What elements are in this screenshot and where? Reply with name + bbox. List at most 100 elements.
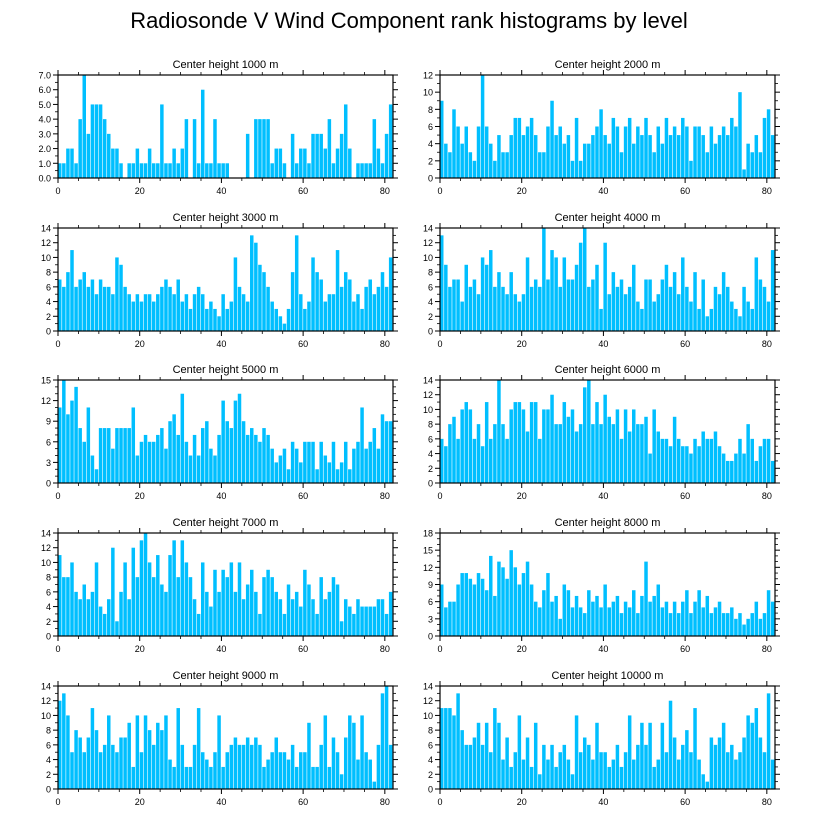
bar-rank-43 — [233, 257, 238, 331]
bar-rank-60 — [685, 126, 689, 178]
bar-rank-70 — [343, 441, 348, 483]
bar-rank-5 — [78, 428, 82, 483]
bar-rank-45 — [623, 294, 628, 331]
bar-rank-79 — [762, 286, 767, 331]
bar-rank-36 — [205, 421, 209, 483]
bar-rank-42 — [229, 562, 234, 636]
bar-rank-33 — [192, 744, 197, 789]
bar-rank-53 — [274, 462, 279, 483]
bar-rank-9 — [94, 104, 99, 178]
bar-rank-45 — [241, 294, 246, 331]
bar-rank-40 — [221, 294, 225, 331]
bar-rank-38 — [595, 402, 599, 483]
bar-rank-51 — [266, 569, 270, 636]
bar-rank-68 — [717, 135, 722, 178]
bar-rank-59 — [299, 294, 303, 331]
bar-rank-52 — [270, 577, 274, 636]
bar-rank-46 — [627, 431, 632, 483]
bar-rank-65 — [323, 455, 328, 483]
bar-rank-65 — [705, 438, 710, 483]
bar-rank-49 — [258, 264, 262, 331]
bar-rank-31 — [566, 759, 571, 789]
bar-rank-12 — [107, 599, 111, 636]
bar-rank-43 — [615, 126, 620, 178]
bar-rank-80 — [766, 693, 771, 789]
bar-rank-7 — [86, 286, 91, 331]
figure-title: Radiosonde V Wind Component rank histogr… — [130, 8, 688, 33]
bar-rank-40 — [221, 766, 225, 789]
bar-rank-79 — [762, 613, 767, 636]
bar-rank-69 — [721, 126, 726, 178]
bar-rank-69 — [721, 453, 726, 483]
bar-rank-70 — [725, 460, 730, 483]
bar-rank-4 — [456, 438, 460, 483]
bar-rank-40 — [221, 569, 225, 636]
bar-rank-23 — [533, 601, 538, 636]
bar-rank-46 — [245, 584, 250, 636]
bar-rank-74 — [360, 163, 364, 178]
bar-rank-43 — [615, 744, 620, 789]
bar-rank-48 — [254, 119, 258, 178]
bar-rank-57 — [672, 601, 677, 636]
bar-rank-27 — [550, 250, 554, 331]
bar-rank-42 — [611, 424, 616, 483]
bar-rank-4 — [456, 584, 460, 636]
bar-rank-69 — [339, 774, 344, 789]
bar-rank-21 — [143, 533, 148, 636]
bar-rank-2 — [66, 272, 70, 331]
bar-rank-35 — [582, 228, 587, 331]
bar-rank-61 — [689, 301, 693, 331]
y-tick-label: 10 — [423, 88, 433, 98]
bar-rank-12 — [107, 133, 111, 178]
bar-rank-81 — [770, 460, 775, 483]
bar-rank-57 — [672, 737, 677, 789]
bar-rank-47 — [250, 428, 254, 483]
bar-rank-71 — [348, 715, 352, 789]
bar-rank-62 — [311, 441, 315, 483]
bar-rank-10 — [480, 744, 485, 789]
bar-rank-10 — [480, 257, 485, 331]
bar-rank-47 — [250, 235, 254, 331]
bar-rank-18 — [131, 766, 136, 789]
bar-rank-50 — [644, 279, 648, 331]
bar-rank-6 — [464, 744, 468, 789]
bar-rank-28 — [554, 257, 558, 331]
bar-rank-9 — [94, 469, 99, 483]
bar-rank-70 — [725, 286, 730, 331]
bar-rank-9 — [476, 126, 481, 178]
y-tick-label: 12 — [41, 238, 51, 248]
bar-rank-76 — [750, 152, 754, 178]
bar-rank-78 — [758, 446, 763, 483]
y-tick-label: 3.0 — [38, 129, 51, 139]
panel-title: Center height 4000 m — [555, 212, 661, 224]
bar-rank-60 — [685, 446, 689, 483]
bar-rank-9 — [94, 294, 99, 331]
y-tick-label: 4 — [46, 755, 51, 765]
bar-rank-5 — [78, 599, 82, 636]
bar-rank-64 — [319, 744, 323, 789]
bar-rank-32 — [188, 308, 193, 331]
bar-rank-63 — [315, 766, 319, 789]
bar-rank-73 — [738, 438, 742, 483]
bar-rank-59 — [299, 606, 303, 636]
bar-rank-56 — [668, 446, 673, 483]
bar-rank-49 — [258, 744, 262, 789]
bar-rank-35 — [582, 387, 587, 483]
bar-rank-7 — [86, 599, 91, 636]
bar-rank-19 — [517, 402, 522, 483]
y-tick-label: 5.0 — [38, 100, 51, 110]
bar-rank-41 — [225, 752, 229, 789]
bar-rank-53 — [656, 126, 661, 178]
bar-rank-50 — [262, 119, 266, 178]
bar-rank-25 — [542, 744, 546, 789]
y-tick-label: 10 — [41, 711, 51, 721]
bar-rank-16 — [123, 562, 127, 636]
bar-rank-24 — [156, 294, 160, 331]
bar-rank-13 — [111, 148, 115, 178]
bar-rank-16 — [505, 438, 509, 483]
bar-rank-46 — [245, 301, 250, 331]
bar-rank-8 — [472, 279, 477, 331]
bar-rank-49 — [640, 135, 644, 178]
